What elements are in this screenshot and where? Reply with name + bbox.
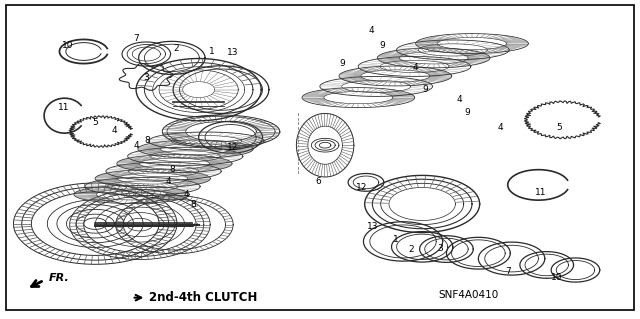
Text: 10: 10: [62, 41, 74, 50]
Text: 5: 5: [557, 123, 563, 132]
Text: 12: 12: [227, 143, 238, 152]
Text: 2nd-4th CLUTCH: 2nd-4th CLUTCH: [149, 291, 257, 304]
Text: 13: 13: [227, 48, 238, 57]
Text: 1: 1: [392, 235, 398, 244]
Text: 9: 9: [339, 59, 345, 68]
Text: SNF4A0410: SNF4A0410: [438, 290, 499, 300]
Text: 2: 2: [408, 245, 414, 254]
Text: 8: 8: [145, 136, 150, 145]
Text: 9: 9: [422, 85, 428, 94]
Text: FR.: FR.: [49, 273, 69, 283]
Text: 7: 7: [506, 267, 511, 276]
Text: 11: 11: [534, 188, 546, 197]
Text: 3: 3: [143, 73, 149, 82]
Text: 7: 7: [133, 34, 139, 43]
Text: 8: 8: [191, 200, 196, 209]
Text: 8: 8: [169, 165, 175, 174]
Text: 10: 10: [550, 273, 562, 282]
Text: 4: 4: [413, 63, 419, 72]
Text: 1: 1: [209, 47, 214, 56]
Text: 4: 4: [166, 177, 172, 186]
Text: 2: 2: [173, 44, 179, 54]
Text: 13: 13: [367, 222, 378, 231]
Text: 9: 9: [464, 108, 470, 117]
Text: 4: 4: [134, 141, 140, 150]
Text: 11: 11: [58, 103, 69, 112]
Text: 6: 6: [316, 177, 321, 186]
Text: 4: 4: [498, 123, 504, 132]
Text: 4: 4: [183, 190, 189, 199]
Text: 9: 9: [380, 41, 385, 50]
Text: 4: 4: [111, 126, 117, 135]
Text: 12: 12: [356, 183, 367, 192]
Text: 5: 5: [92, 118, 98, 127]
Text: 3: 3: [437, 244, 443, 253]
Text: 4: 4: [456, 95, 462, 104]
Text: 4: 4: [368, 26, 374, 35]
